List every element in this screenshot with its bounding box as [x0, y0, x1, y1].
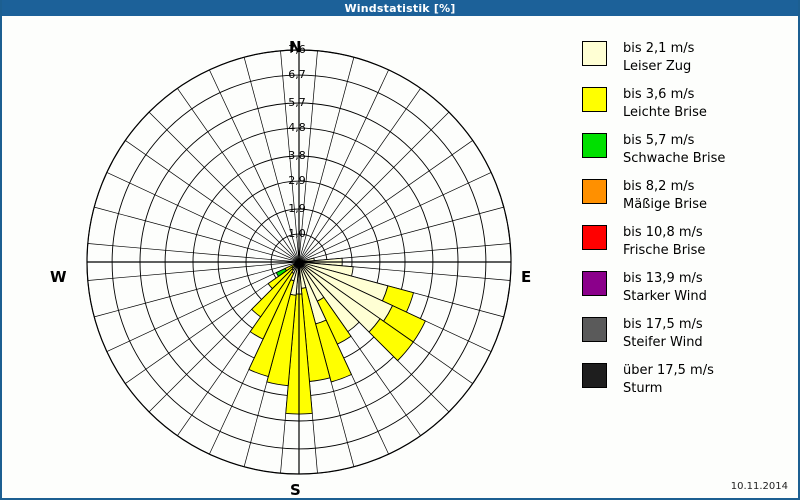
- legend-label: bis 2,1 m/s Leiser Zug: [623, 40, 694, 76]
- windrose-segment: [275, 267, 288, 278]
- windrose-segment: [248, 279, 295, 378]
- legend-label: bis 17,5 m/s Steifer Wind: [623, 316, 703, 352]
- legend-label: über 17,5 m/s Sturm: [623, 362, 714, 398]
- grid-spoke: [94, 261, 300, 318]
- windrose-chart: 1,0 1,9 2,9 3,8 4,8 5,7 6,7 7,6 N S W E: [2, 16, 570, 499]
- radial-tick-label: 4,8: [288, 121, 306, 135]
- grid-spoke: [87, 261, 300, 281]
- legend-item: über 17,5 m/s Sturm: [582, 362, 797, 403]
- legend-swatch-icon: [582, 87, 607, 112]
- legend-speed: bis 10,8 m/s: [623, 225, 703, 240]
- legend-item: bis 17,5 m/s Steifer Wind: [582, 316, 797, 357]
- radial-tick-label: 2,9: [288, 174, 306, 188]
- grid-spoke: [298, 140, 473, 263]
- grid-spoke: [298, 69, 389, 263]
- legend-item: bis 2,1 m/s Leiser Zug: [582, 40, 797, 81]
- grid-spoke: [94, 206, 300, 263]
- legend-speed: bis 8,2 m/s: [623, 179, 695, 194]
- legend-description: Starker Wind: [623, 289, 707, 304]
- windrose-segment: [267, 266, 294, 290]
- grid-spoke: [209, 69, 300, 263]
- legend-item: bis 3,6 m/s Leichte Brise: [582, 86, 797, 127]
- grid-spoke: [298, 50, 318, 263]
- windrose-svg: [86, 49, 512, 475]
- radial-tick-label: 7,6: [288, 43, 306, 56]
- grid-spoke: [298, 57, 355, 263]
- grid-spoke: [298, 172, 492, 263]
- legend-description: Steifer Wind: [623, 335, 703, 350]
- grid-spoke: [298, 111, 450, 263]
- legend-swatch-icon: [582, 225, 607, 250]
- polar-axes: [86, 49, 512, 475]
- window-titlebar: Windstatistik [%]: [2, 0, 798, 16]
- legend-swatch-icon: [582, 41, 607, 66]
- cardinal-label-north: N: [289, 38, 302, 56]
- legend-item: bis 8,2 m/s Mäßige Brise: [582, 178, 797, 219]
- windrose-segment: [266, 293, 297, 387]
- cardinal-label-west: W: [50, 268, 67, 286]
- radial-tick-label: 1,9: [288, 202, 306, 215]
- legend-item: bis 13,9 m/s Starker Wind: [582, 270, 797, 311]
- legend-description: Frische Brise: [623, 243, 706, 258]
- legend-speed: bis 2,1 m/s: [623, 41, 695, 56]
- grid-spoke: [87, 243, 300, 263]
- radial-tick-label: 6,7: [288, 68, 306, 82]
- legend-label: bis 13,9 m/s Starker Wind: [623, 270, 707, 306]
- cardinal-label-south: S: [290, 481, 301, 499]
- legend-speed: bis 13,9 m/s: [623, 271, 703, 286]
- radial-tick-label: 3,8: [288, 149, 306, 162]
- radial-tick-label: 5,7: [288, 96, 306, 109]
- legend-label: bis 8,2 m/s Mäßige Brise: [623, 178, 707, 214]
- legend-swatch-icon: [582, 317, 607, 342]
- legend-description: Sturm: [623, 381, 663, 396]
- legend-description: Leichte Brise: [623, 105, 707, 120]
- grid-spoke: [177, 88, 300, 263]
- polar-outer-circle: [86, 49, 512, 475]
- legend-speed: über 17,5 m/s: [623, 363, 714, 378]
- legend-item: bis 10,8 m/s Frische Brise: [582, 224, 797, 265]
- windrose-segment: [315, 319, 353, 383]
- legend: bis 2,1 m/s Leiser Zug bis 3,6 m/s Leichte …: [582, 40, 797, 408]
- legend-speed: bis 17,5 m/s: [623, 317, 703, 332]
- legend-label: bis 5,7 m/s Schwache Brise: [623, 132, 725, 168]
- radial-tick-label: 1,0: [288, 227, 306, 241]
- legend-description: Leiser Zug: [623, 59, 692, 74]
- legend-label: bis 10,8 m/s Frische Brise: [623, 224, 705, 260]
- legend-swatch-icon: [582, 133, 607, 158]
- windrose-segment: [251, 268, 295, 318]
- grid-spoke: [106, 261, 300, 352]
- grid-spoke: [280, 50, 300, 263]
- cardinal-label-east: E: [521, 268, 532, 286]
- grid-spoke: [298, 88, 421, 263]
- date-stamp: 10.11.2014: [730, 481, 788, 492]
- grid-spoke: [148, 111, 300, 263]
- legend-description: Schwache Brise: [623, 151, 726, 166]
- grid-spoke: [243, 57, 300, 263]
- legend-swatch-icon: [582, 363, 607, 388]
- grid-spoke: [125, 140, 300, 263]
- legend-swatch-icon: [582, 271, 607, 296]
- legend-swatch-icon: [582, 179, 607, 204]
- legend-description: Mäßige Brise: [623, 197, 708, 212]
- window-title: Windstatistik [%]: [344, 1, 456, 15]
- grid-spoke: [298, 206, 504, 263]
- windrose-segment: [249, 271, 295, 340]
- legend-speed: bis 5,7 m/s: [623, 133, 695, 148]
- legend-label: bis 3,6 m/s Leichte Brise: [623, 86, 707, 122]
- windrose-segment: [368, 318, 414, 362]
- grid-spoke: [106, 172, 300, 263]
- legend-item: bis 5,7 m/s Schwache Brise: [582, 132, 797, 173]
- legend-speed: bis 3,6 m/s: [623, 87, 695, 102]
